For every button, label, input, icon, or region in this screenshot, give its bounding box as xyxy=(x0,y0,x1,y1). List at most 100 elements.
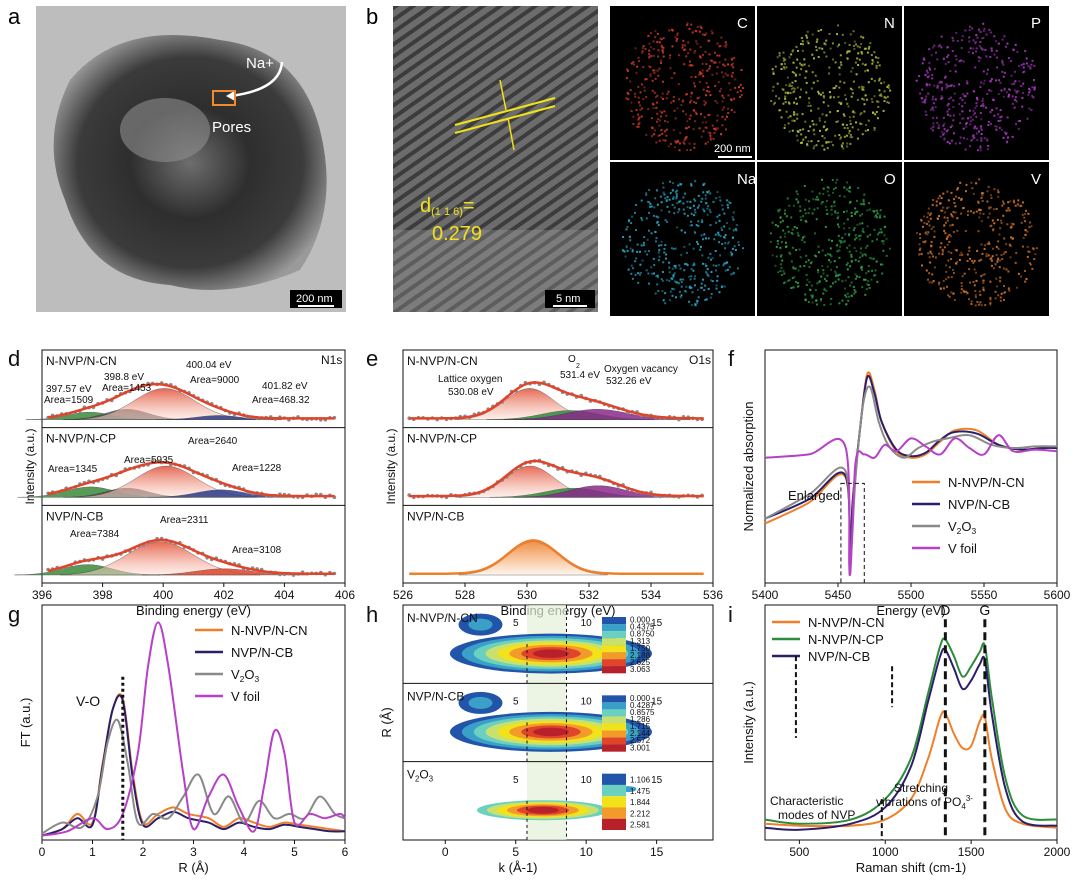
eds-dot xyxy=(662,139,665,142)
eds-dot xyxy=(871,100,874,103)
eds-dot xyxy=(781,219,784,222)
eds-dot xyxy=(713,238,716,241)
eds-dot xyxy=(710,293,713,295)
series-line-n-nvp-n-cp xyxy=(764,637,1058,825)
eds-dot xyxy=(939,202,942,205)
eds-dot xyxy=(879,214,882,217)
eds-dot xyxy=(779,236,782,239)
eds-dot xyxy=(823,51,826,54)
eds-dot xyxy=(682,278,685,281)
peak-annotation: Area=9000 xyxy=(190,375,240,386)
eds-dot xyxy=(634,47,637,50)
eds-dot xyxy=(727,200,730,203)
eds-dot xyxy=(849,200,852,203)
eds-dot xyxy=(932,280,935,282)
eds-dot xyxy=(784,58,787,61)
eds-dot xyxy=(989,206,992,209)
eds-dot xyxy=(778,208,781,211)
eds-dot xyxy=(883,95,886,98)
eds-dot xyxy=(650,205,653,208)
eds-dot xyxy=(841,33,844,36)
eds-dot xyxy=(877,57,880,59)
eds-dot xyxy=(1003,299,1005,301)
eds-dot xyxy=(933,266,936,269)
eds-dot xyxy=(982,37,985,39)
eds-dot xyxy=(648,54,651,57)
eds-dot xyxy=(656,276,659,279)
eds-dot xyxy=(968,36,971,39)
eds-dot xyxy=(987,121,990,123)
eds-dot xyxy=(946,216,949,219)
eds-dot xyxy=(662,37,665,40)
eds-dot xyxy=(815,255,818,258)
eds-dot xyxy=(772,85,775,88)
eds-dot xyxy=(694,50,697,53)
eds-dot xyxy=(669,192,672,195)
eds-dot xyxy=(930,240,933,243)
eds-dot xyxy=(989,298,992,301)
eds-dot xyxy=(733,245,736,248)
eds-dot xyxy=(724,242,727,245)
eds-dot xyxy=(980,81,983,84)
eds-dot xyxy=(660,115,662,118)
eds-dot xyxy=(812,123,815,126)
eds-dot xyxy=(1030,63,1033,66)
eds-dot xyxy=(708,53,711,56)
eds-dot xyxy=(1013,201,1016,204)
eds-dot xyxy=(693,208,696,211)
eds-dot xyxy=(647,108,650,111)
eds-dot xyxy=(927,231,930,234)
eds-dot xyxy=(731,58,733,61)
eds-dot xyxy=(973,112,976,115)
eds-dot xyxy=(814,289,817,291)
eds-dot xyxy=(631,277,634,280)
eds-dot xyxy=(993,114,996,117)
panel-label-g: g xyxy=(8,602,20,627)
eds-dot xyxy=(1002,291,1005,294)
eds-dot xyxy=(796,117,799,120)
eds-dot xyxy=(721,94,724,97)
eds-dot xyxy=(636,125,639,128)
eds-dot xyxy=(702,278,704,281)
eds-dot xyxy=(1019,120,1021,122)
legend-label-sub2: 3 xyxy=(972,526,977,536)
panel-label-h: h xyxy=(366,602,378,627)
eds-dot xyxy=(701,219,704,222)
eds-dot xyxy=(676,38,679,40)
eds-dot xyxy=(849,265,852,268)
annotation-stretching: Stretching xyxy=(894,781,948,795)
eds-dot xyxy=(871,269,874,272)
eds-dot xyxy=(974,294,977,297)
eds-dot xyxy=(1034,253,1037,256)
eds-dot xyxy=(952,269,954,271)
eds-dot xyxy=(706,69,709,72)
eds-dot xyxy=(972,261,975,264)
eds-dot xyxy=(881,240,884,243)
eds-dot xyxy=(655,240,657,243)
eds-map-na: Na xyxy=(610,162,757,316)
eds-dot xyxy=(782,57,785,60)
wavelet-sample-label-main: V xyxy=(407,768,415,782)
eds-dot xyxy=(887,87,890,89)
peak-annotation: Lattice oxygen xyxy=(438,374,503,385)
eds-dot xyxy=(873,211,875,214)
eds-dot xyxy=(872,60,875,63)
eds-dot xyxy=(964,29,967,32)
eds-dot xyxy=(635,204,638,206)
eds-dot xyxy=(920,253,923,256)
eds-dot xyxy=(965,123,967,126)
eds-dot xyxy=(971,118,974,121)
eds-dot xyxy=(968,298,970,301)
eds-dot xyxy=(657,251,660,254)
eds-dot xyxy=(843,222,846,225)
eds-dot xyxy=(653,214,656,217)
eds-dot xyxy=(880,82,883,85)
eds-dot xyxy=(682,99,685,102)
eds-dot xyxy=(630,101,633,104)
eds-dot xyxy=(1003,71,1006,74)
x-axis-label: Binding energy (eV) xyxy=(136,603,251,618)
eds-dot xyxy=(826,190,829,193)
eds-dot xyxy=(682,196,685,199)
